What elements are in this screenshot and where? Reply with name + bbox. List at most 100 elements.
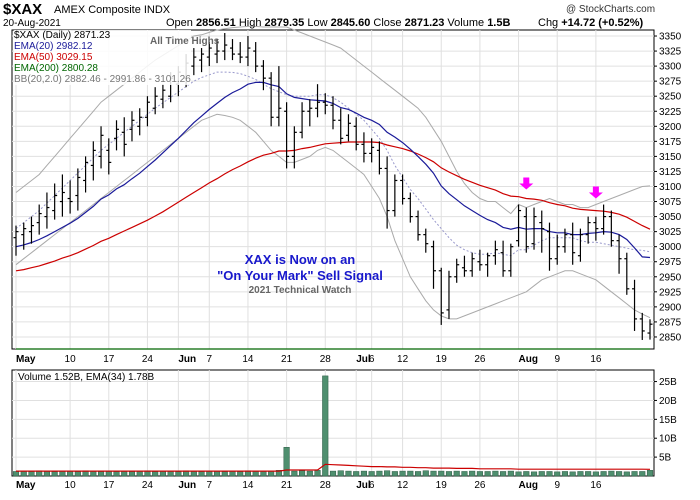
price-tick-label: 3275 [659,77,682,88]
volume-tick-label: 25B [659,377,677,388]
volume-bar [12,471,20,477]
chart-legend: $XAX (Daily) 2871.23 EMA(20) 2982.12 EMA… [14,30,191,85]
volume-bar [221,471,228,477]
x-tick-label: 7 [207,480,213,491]
all-time-highs-label: All Time Highs [150,36,220,47]
open-label: Open [166,17,193,29]
ohlc-bar [67,180,73,214]
volume-label: Volume [447,17,485,29]
ohlc-bar [345,114,351,142]
ohlc-bar [28,216,34,244]
volume-bar [430,470,437,477]
ohlc-bar [624,252,630,295]
ohlc-readout: Open 2856.51 High 2879.35 Low 2845.60 Cl… [166,17,510,29]
x-tick-label: 21 [281,480,293,491]
volume-bar [337,470,344,477]
ohlc-bar [121,117,127,157]
x-tick-label: Jun [178,354,196,365]
legend-ema20: EMA(20) 2982.12 [14,41,93,52]
ohlc-bar [160,84,166,109]
ohlc-bar [577,228,583,262]
ohlc-bar [144,96,150,127]
ohlc-bar [13,225,19,256]
price-tick-label: 2975 [659,257,682,268]
ohlc-bar [322,93,328,115]
price-tick-label: 3250 [659,92,682,103]
x-tick-label: 16 [590,480,602,491]
ohlc-bar [423,228,429,253]
signal-text-line1: XAX is Now on an [244,252,356,267]
x-tick-label: May [16,354,36,365]
x-tick-label: 28 [320,354,332,365]
ohlc-bar [376,141,382,175]
volume-bar [530,471,538,477]
volume-bar [384,470,391,477]
volume-bar [500,471,507,477]
price-tick-label: 3150 [659,152,682,163]
ohlc-bar [260,60,266,91]
volume-bar [492,470,499,477]
x-tick-label: Jul [356,480,371,491]
volume-bar [461,471,468,477]
open-value: 2856.51 [195,17,236,29]
ohlc-bar [44,192,50,229]
volume-bar [422,470,429,477]
change-readout: Chg +14.72 (+0.52%) [538,17,643,29]
volume-bar [438,470,445,477]
chg-label: Chg [538,17,559,29]
ohlc-bar [222,33,228,61]
x-tick-label: 9 [554,354,560,365]
volume-bar [368,471,375,477]
price-tick-label: 3300 [659,62,682,73]
ohlc-bar [369,138,375,163]
x-axis: May May 10 10 17 17 24 24 Jun Jun 7 7 14 14 21 21 28 28 Ju… [16,354,602,491]
signal-text-line2: "On Your Mark" Sell Signal [217,268,383,283]
volume-bar [523,471,530,477]
legend-bollinger: BB(20,2.0) 2882.46 - 2991.86 - 3101.26 [14,74,191,85]
ohlc-bar [446,270,452,319]
volume-bar [28,471,35,477]
volume-bar [128,471,136,477]
volume-bar [105,470,112,477]
ohlc-bar [601,204,607,235]
ohlc-bar [315,84,321,118]
copyright: @ StockCharts.com [566,4,656,15]
volume-tick-label: 5B [659,453,672,464]
ohlc-bar [98,126,104,169]
volume-bar [268,470,275,477]
ohlc-bar [415,210,421,241]
volume-legend: Volume 1.52B, EMA(34) 1.78B [18,372,155,383]
ohlc-bar [492,240,498,265]
ohlc-bar [361,132,367,163]
volume-bar [260,470,267,477]
ohlc-bar [407,192,413,223]
volume-bar [453,470,460,477]
x-tick-label: 24 [142,480,154,491]
volume-bar [67,470,74,477]
ohlc-bar [639,312,645,340]
price-tick-label: 3200 [659,122,682,133]
volume-bar [623,471,630,477]
x-tick-label: 14 [242,480,254,491]
ohlc-bar [191,48,197,76]
ohlc-bar [199,48,205,73]
ohlc-bar [59,174,65,217]
volume-bar [314,470,321,477]
x-tick-label: 19 [436,354,448,365]
low-value: 2845.60 [330,17,371,29]
ohlc-bar [454,258,460,283]
ohlc-bar [554,234,560,265]
ohlc-bar [129,111,135,142]
volume-bar [136,470,143,477]
ohlc-bar [90,141,96,181]
volume-bar [175,471,182,477]
price-tick-label: 3100 [659,182,682,193]
volume-bar [275,470,282,477]
x-tick-label: May [16,480,36,491]
technical-watch-label: 2021 Technical Watch [248,285,352,296]
price-tick-label: 3125 [659,167,682,178]
ohlc-bar [647,319,653,340]
ohlc-bar [214,39,220,64]
volume-bar [20,470,27,477]
